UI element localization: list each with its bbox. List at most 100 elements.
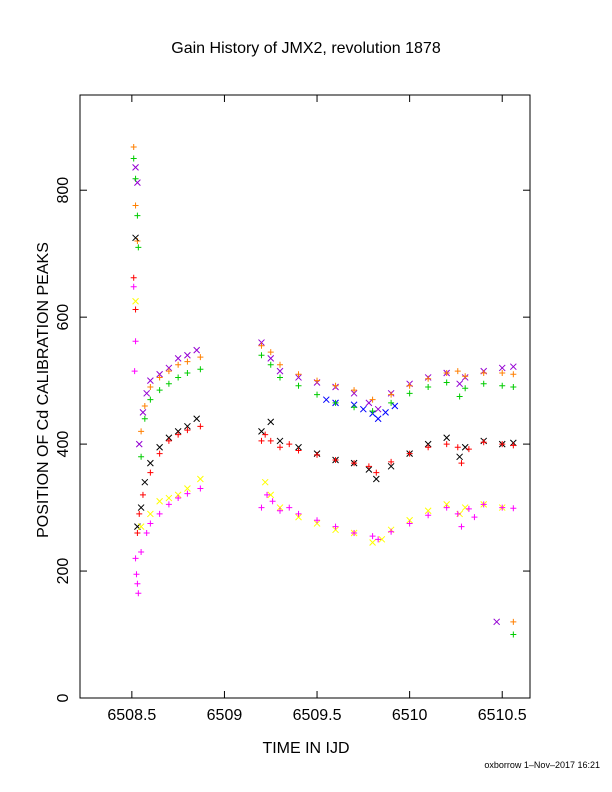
data-point: [165, 368, 172, 375]
data-point: [365, 463, 372, 470]
data-point: [258, 352, 265, 359]
data-point: [359, 405, 367, 413]
data-point: [267, 361, 274, 368]
data-point: [147, 383, 154, 390]
data-point: [132, 175, 139, 182]
data-point: [258, 339, 265, 346]
data-point: [443, 504, 450, 511]
data-point: [374, 415, 382, 423]
data-point: [374, 405, 382, 413]
data-point: [462, 385, 469, 392]
data-point: [132, 297, 139, 305]
data-point: [138, 549, 145, 556]
data-point: [351, 404, 358, 411]
data-point: [462, 373, 469, 380]
data-point: [130, 274, 137, 281]
chart-title: Gain History of JMX2, revolution 1878: [171, 40, 441, 57]
plot-frame: [79, 94, 531, 699]
data-point: [509, 363, 517, 371]
data-point: [332, 399, 339, 406]
data-point: [184, 422, 191, 430]
data-point: [365, 466, 373, 473]
data-point: [133, 571, 140, 578]
data-point: [443, 370, 450, 377]
data-point: [141, 415, 148, 422]
data-point: [406, 450, 413, 457]
data-point: [388, 458, 395, 465]
data-point: [443, 434, 451, 442]
data-point: [267, 437, 274, 444]
data-point: [471, 514, 478, 521]
y-tick-label: 600: [55, 304, 72, 331]
data-point: [314, 517, 321, 524]
y-axis-label: POSITION OF Cd CALIBRATION PEAKS: [35, 242, 52, 538]
data-point: [130, 155, 137, 162]
data-point: [258, 342, 265, 349]
data-point: [156, 450, 163, 457]
data-point: [499, 441, 506, 448]
data-point: [136, 510, 143, 517]
data-point: [372, 475, 380, 483]
y-tick-label: 200: [55, 558, 72, 585]
data-point: [156, 387, 163, 394]
data-point: [373, 469, 380, 476]
data-point: [443, 379, 450, 386]
data-point: [276, 437, 284, 445]
data-point: [443, 441, 450, 448]
data-point: [295, 510, 302, 517]
data-point: [184, 485, 191, 492]
data-point: [132, 338, 139, 345]
data-point: [197, 485, 204, 492]
data-point: [141, 478, 149, 486]
data-point: [425, 512, 432, 519]
data-point: [313, 520, 321, 527]
data-point: [175, 431, 182, 438]
data-point: [406, 382, 413, 389]
y-tick-label: 800: [55, 177, 72, 204]
data-point: [184, 490, 191, 497]
data-point: [351, 387, 358, 394]
data-point: [261, 478, 269, 486]
data-point: [387, 462, 395, 470]
data-point: [165, 494, 173, 502]
data-point: [493, 618, 501, 626]
data-point: [138, 453, 145, 460]
data-point: [499, 382, 506, 389]
data-point: [175, 361, 182, 368]
data-point: [262, 431, 269, 438]
data-point: [156, 443, 163, 451]
series-0: [132, 164, 517, 626]
data-point: [258, 504, 265, 511]
data-point: [499, 504, 506, 511]
data-point: [498, 364, 506, 372]
series-1: [130, 144, 517, 625]
data-point: [332, 382, 339, 389]
data-point: [406, 390, 413, 397]
data-point: [165, 437, 172, 444]
data-point: [267, 355, 275, 362]
data-point: [147, 510, 154, 518]
x-tick-label: 6510.5: [478, 707, 527, 724]
data-point: [425, 375, 432, 382]
data-point: [456, 453, 463, 461]
data-point: [135, 590, 142, 597]
data-point: [480, 501, 487, 508]
data-point: [139, 409, 147, 416]
data-point: [351, 529, 358, 536]
x-axis-label: TIME IN IJD: [262, 740, 349, 757]
data-point: [454, 510, 461, 517]
data-point: [277, 361, 283, 368]
data-point: [461, 504, 469, 511]
data-point: [137, 523, 145, 530]
data-point: [174, 491, 182, 499]
data-point: [147, 396, 154, 403]
data-point: [197, 366, 204, 373]
data-point: [480, 380, 487, 387]
x-axis: 6508.5 6509 6509.5 6510 6510.5: [107, 95, 527, 724]
data-point: [165, 380, 172, 387]
data-point: [264, 491, 271, 498]
data-point: [480, 370, 487, 377]
y-tick-label: 0: [55, 693, 72, 702]
data-point: [510, 371, 517, 378]
data-point: [197, 475, 204, 483]
